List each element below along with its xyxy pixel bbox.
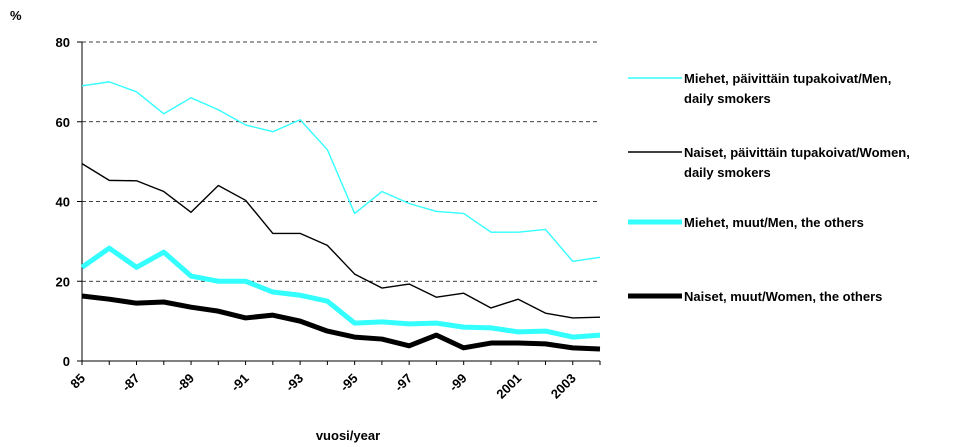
legend-label: Miehet, päivittäin tupakoivat/Men, daily …	[684, 71, 891, 106]
y-tick-label: 60	[56, 115, 70, 130]
series-line	[80, 245, 601, 340]
x-tick-label: 85	[67, 371, 88, 392]
x-tick-label: 2001	[493, 371, 524, 402]
x-tick-label: -99	[446, 371, 470, 395]
series-line	[81, 293, 601, 352]
y-tick-label: 80	[56, 35, 70, 50]
legend-label: Miehet, muut/Men, the others	[684, 215, 864, 230]
x-tick-label: -93	[282, 371, 306, 395]
y-axis-label: %	[10, 8, 22, 23]
legend-label: Naiset, muut/Women, the others	[684, 289, 882, 304]
y-tick-label: 20	[56, 274, 70, 289]
x-tick-label: -91	[228, 371, 252, 395]
x-tick-label: -87	[119, 371, 143, 395]
x-tick-label: -97	[391, 371, 415, 395]
x-tick-label: -89	[173, 371, 197, 395]
x-tick-label: -95	[337, 371, 361, 395]
x-axis-label: vuosi/year	[316, 428, 380, 443]
y-tick-label: 40	[56, 195, 70, 210]
y-tick-label: 0	[63, 354, 70, 369]
x-tick-label: 2003	[548, 371, 579, 402]
legend-label: Naiset, päivittäin tupakoivat/Women, dail…	[684, 145, 910, 180]
series-line	[81, 163, 601, 319]
series-line	[81, 81, 601, 263]
